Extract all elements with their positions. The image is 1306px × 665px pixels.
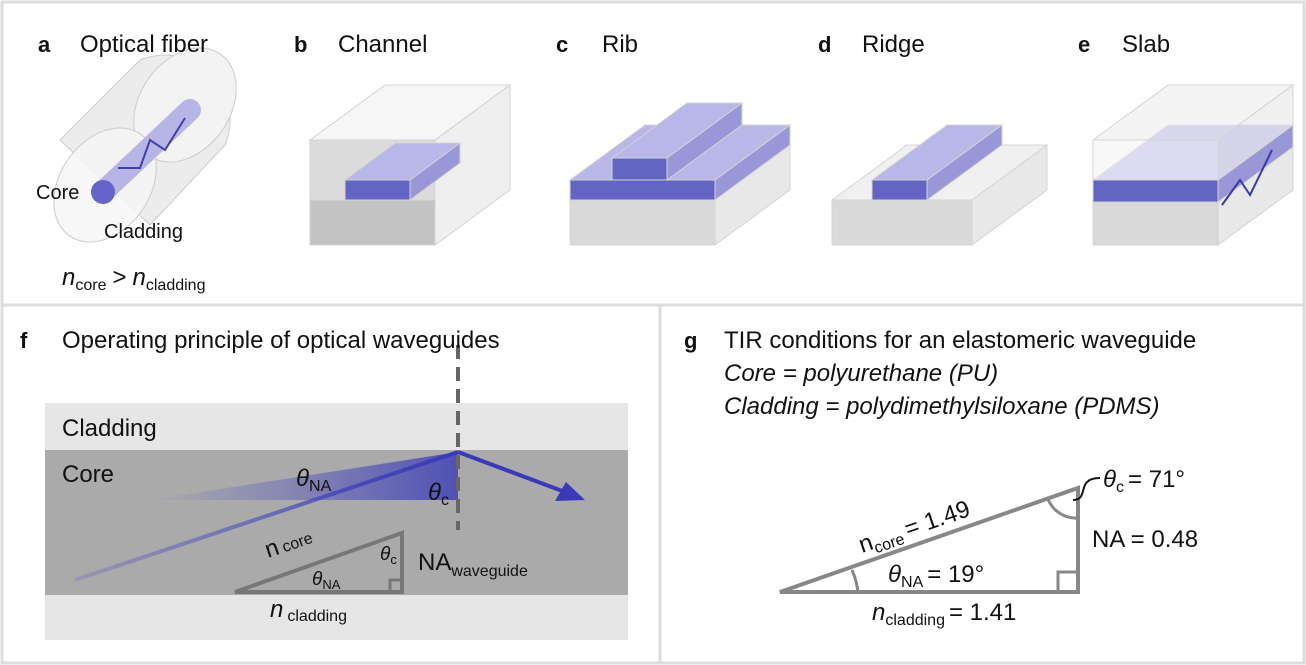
- panel-title: Channel: [338, 31, 427, 58]
- panel-title: Slab: [1122, 31, 1170, 58]
- slab-front: [1093, 180, 1218, 202]
- subscript: cladding: [885, 612, 945, 629]
- label: Core: [36, 182, 79, 204]
- cladding-lower: [310, 200, 435, 245]
- panel-letter: c: [556, 32, 568, 57]
- symbol: n: [270, 596, 283, 623]
- panel-title: Operating principle of optical waveguide…: [62, 327, 500, 354]
- subscript: NA: [901, 574, 924, 591]
- formula: ncore>ncladding: [62, 264, 205, 294]
- panel-title: Rib: [602, 31, 638, 58]
- value: = 1.41: [949, 599, 1016, 626]
- symbol: θ: [888, 561, 901, 588]
- substrate-front: [1093, 202, 1218, 245]
- side-label: ncladding= 1.41: [872, 599, 1016, 629]
- rib-front: [612, 158, 667, 180]
- top-cladding-front: [1093, 140, 1218, 180]
- subscript: cladding: [287, 608, 347, 625]
- right-angle: [1058, 572, 1078, 592]
- subscript: core: [75, 277, 106, 294]
- panel-letter: g: [684, 328, 697, 353]
- angle-arc: [1048, 499, 1078, 518]
- value: = 19°: [927, 561, 984, 588]
- label: Cladding: [104, 221, 183, 243]
- value: = 71°: [1128, 466, 1185, 493]
- side-label: NA = 0.48: [1092, 526, 1198, 553]
- panel-letter: b: [294, 32, 307, 57]
- subscript: NA: [322, 577, 340, 592]
- substrate-front: [570, 200, 715, 245]
- symbol: n: [133, 264, 146, 291]
- angle-label: θc= 71°: [1103, 466, 1185, 496]
- ridge-front: [872, 180, 927, 200]
- symbol: NA: [418, 549, 451, 576]
- subtitle: Core = polyurethane (PU): [724, 360, 998, 387]
- subscript: NA: [309, 478, 332, 495]
- subscript: c: [390, 552, 397, 567]
- subscript: c: [1116, 479, 1124, 496]
- subscript: c: [441, 492, 449, 509]
- symbol: θ: [296, 465, 309, 492]
- label: Core: [62, 461, 114, 488]
- operator: >: [112, 264, 126, 291]
- symbol: θ: [428, 479, 441, 506]
- symbol: n: [62, 264, 75, 291]
- figure: a Optical fiber b Channel c Rib d Ridge …: [0, 0, 1306, 665]
- label: Cladding: [62, 415, 157, 442]
- substrate-front: [832, 200, 972, 245]
- panel-title: TIR conditions for an elastomeric wavegu…: [724, 327, 1196, 354]
- panel-letter: a: [38, 32, 51, 57]
- slab-front: [570, 180, 715, 200]
- panel-letter: f: [20, 328, 28, 353]
- angle-arc: [852, 570, 858, 592]
- core-front: [345, 180, 410, 200]
- subscript: cladding: [146, 277, 206, 294]
- subscript: waveguide: [450, 563, 528, 580]
- subtitle: Cladding = polydimethylsiloxane (PDMS): [724, 393, 1160, 420]
- panel-letter: e: [1078, 32, 1090, 57]
- symbol: θ: [1103, 466, 1116, 493]
- panel-title: Optical fiber: [80, 31, 208, 58]
- symbol: n: [872, 599, 885, 626]
- core-dot: [91, 180, 115, 204]
- panel-letter: d: [818, 32, 831, 57]
- angle-label: θNA= 19°: [888, 561, 984, 591]
- panel-title: Ridge: [862, 31, 925, 58]
